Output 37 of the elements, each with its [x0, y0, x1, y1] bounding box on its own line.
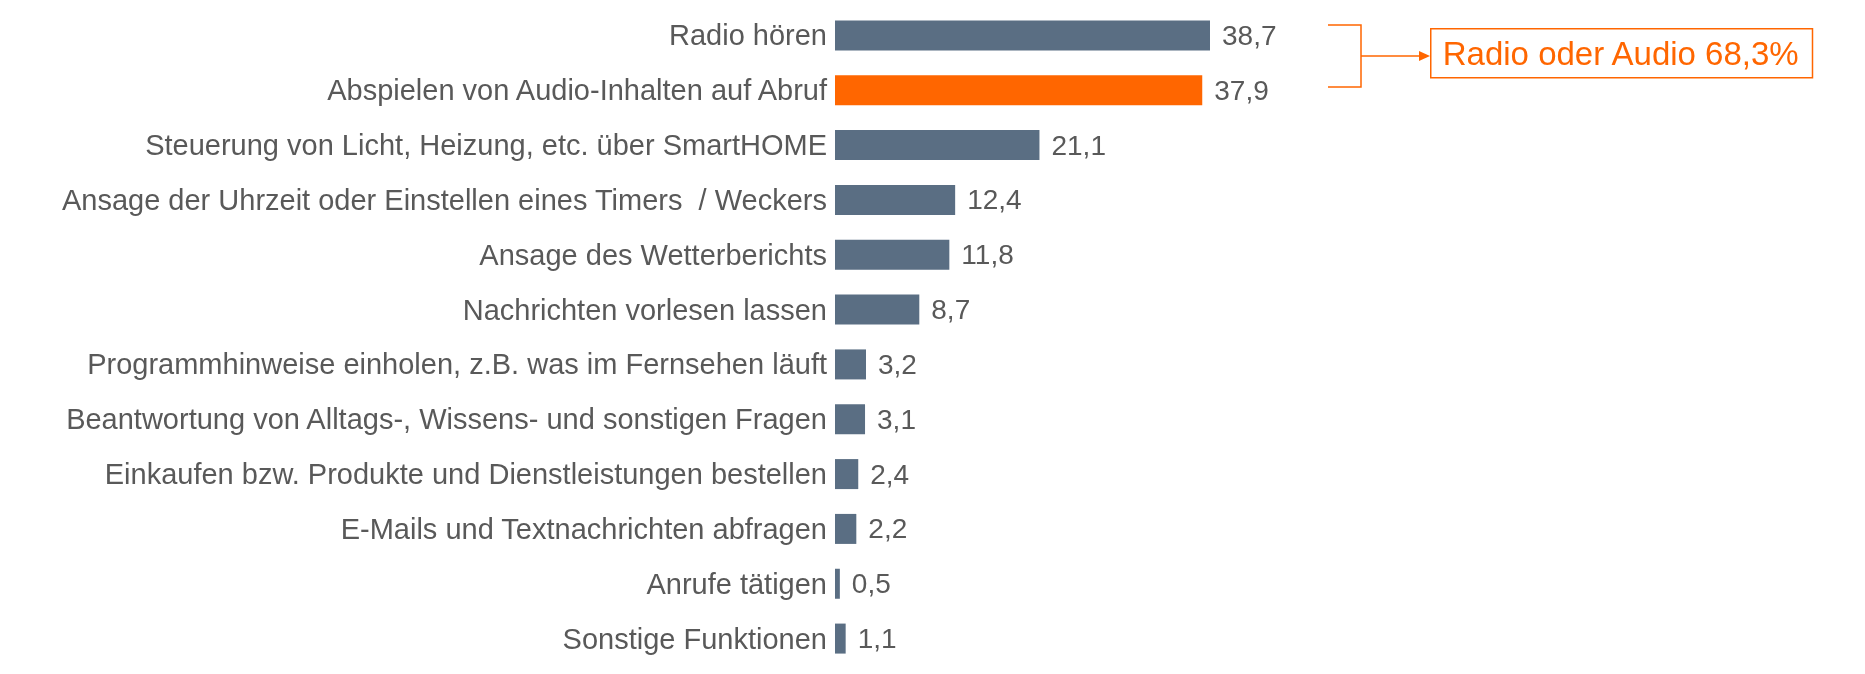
data-label: 11,8: [961, 239, 1014, 271]
bar: [835, 459, 859, 490]
data-label: 21,1: [1051, 129, 1106, 161]
text: Radio oder Audio 68,3%: [1442, 34, 1799, 72]
bar: [835, 75, 1203, 106]
bar: [835, 623, 846, 654]
bar: [835, 294, 920, 325]
y-tick-label: Radio hören: [669, 19, 827, 52]
data-label: 2,2: [868, 513, 908, 545]
data-label: 3,2: [878, 348, 917, 380]
y-tick-label: Abspielen von Audio-Inhalten auf Abruf: [327, 74, 828, 107]
data-label: 12,4: [967, 184, 1022, 216]
y-tick-label: E-Mails und Textnachrichten abfragen: [340, 512, 827, 545]
data-label: 3,1: [877, 403, 916, 435]
bar: [835, 404, 866, 435]
data-label: 37,9: [1214, 74, 1269, 106]
data-label: 38,7: [1222, 19, 1277, 51]
bar: [835, 20, 1210, 51]
y-tick-label: Steuerung von Licht, Heizung, etc. über SmartHOME: [145, 129, 827, 162]
bar: [835, 184, 956, 215]
y-tick-label: Anrufe tätigen: [646, 567, 827, 600]
y-tick-label: Ansage des Wetterberichts: [479, 238, 827, 271]
y-tick-label: Beantwortung von Alltags-, Wissens- und sonstigen Fragen: [66, 403, 827, 436]
data-label: 8,7: [931, 294, 971, 326]
bar: [835, 239, 950, 270]
y-tick-label: Programmhinweise einholen, z.B. was im Fernsehen läuft: [87, 348, 827, 381]
bar: [835, 130, 1040, 161]
bar: [835, 513, 857, 544]
y-tick-label: Ansage der Uhrzeit oder Einstellen eines Timers / Weckers: [61, 183, 827, 216]
y-tick-label: Einkaufen bzw. Produkte und Dienstleistungen bestellen: [104, 458, 827, 491]
data-label: 2,4: [870, 458, 910, 490]
data-label: 0,5: [851, 568, 891, 600]
bar: [835, 568, 840, 599]
bar: [835, 349, 867, 380]
data-label: 1,1: [857, 623, 897, 655]
y-tick-label: Sonstige Funktionen: [562, 622, 827, 655]
y-tick-label: Nachrichten vorlesen lassen: [462, 293, 827, 326]
